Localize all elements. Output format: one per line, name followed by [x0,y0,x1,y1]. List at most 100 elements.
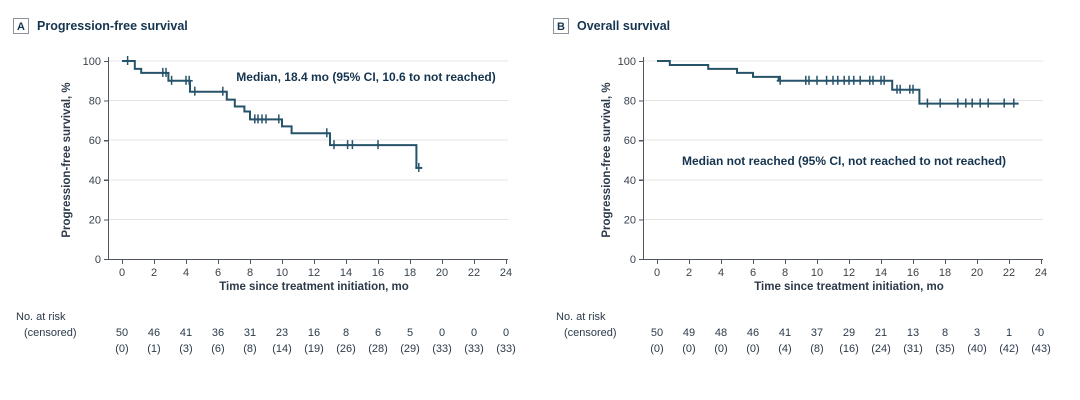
x-tick-label: 8 [782,267,788,279]
risk-censored-count: (33) [432,343,452,355]
risk-censored-count: (26) [336,343,356,355]
risk-count: 48 [714,327,728,339]
risk-censored-count: (4) [778,343,792,355]
risk-table-subheader: (censored) [564,327,617,339]
x-tick-label: 10 [811,267,823,279]
x-tick-label: 4 [718,267,724,279]
x-tick-label: 18 [404,267,416,279]
y-tick-label: 20 [624,214,636,226]
x-tick-label: 8 [247,267,253,279]
risk-censored-count: (1) [147,343,161,355]
risk-count: 23 [275,327,289,339]
km-survival-curve [657,60,1019,105]
risk-count: 8 [342,327,350,339]
x-tick-label: 12 [843,267,855,279]
x-tick-label: 20 [971,267,983,279]
risk-censored-count: (33) [464,343,484,355]
panel-b-tag: B [553,18,569,34]
risk-censored-count: (16) [839,343,859,355]
risk-count: 36 [211,327,225,339]
median-annotation-os: Median not reached (95% CI, not reached … [681,154,1007,168]
x-tick-label: 6 [215,267,221,279]
risk-count: 0 [1037,327,1045,339]
gridlines [108,60,508,220]
risk-censored-count: (0) [682,343,696,355]
y-tick-label: 20 [89,214,101,226]
x-tick-label: 14 [340,267,352,279]
risk-count: 16 [307,327,321,339]
risk-censored-count: (0) [746,343,760,355]
censor-marks [776,75,1018,108]
risk-censored-count: (3) [179,343,193,355]
risk-count: 37 [810,327,824,339]
x-tick-label: 16 [372,267,384,279]
panel-a: 0 20 40 60 80 100 0 2 4 6 8 10 12 14 16 18 20 22 24 A Prog… [13,18,516,355]
y-tick-label: 40 [89,175,101,187]
risk-censored-count: (28) [368,343,388,355]
risk-censored-count: (0) [650,343,664,355]
risk-count: 31 [243,327,257,339]
risk-censored-count: (29) [400,343,420,355]
y-tick-label: 0 [95,254,101,266]
risk-censored-count: (24) [871,343,891,355]
x-tick-label: 24 [1035,267,1047,279]
risk-censored-count: (8) [243,343,257,355]
y-tick-label: 100 [83,56,101,68]
risk-censored-count: (0) [714,343,728,355]
risk-count: 5 [406,327,414,339]
x-tick-label: 2 [686,267,692,279]
x-tick-label: 0 [119,267,125,279]
x-tick-label: 22 [1003,267,1015,279]
axes [104,57,508,264]
risk-count: 46 [746,327,760,339]
risk-count: 0 [470,327,478,339]
risk-censored-count: (40) [967,343,987,355]
y-tick-label: 60 [624,135,636,147]
risk-count: 21 [874,327,888,339]
x-tick-label: 22 [468,267,480,279]
x-tick-label: 0 [654,267,660,279]
risk-censored-count: (14) [272,343,292,355]
axes [639,57,1043,264]
x-tick-label: 6 [750,267,756,279]
risk-count: 50 [115,327,129,339]
y-tick-label: 100 [618,56,636,68]
risk-count: 0 [502,327,510,339]
x-tick-label: 24 [500,267,512,279]
y-tick-label: 40 [624,175,636,187]
x-tick-label: 14 [875,267,887,279]
risk-count: 46 [147,327,161,339]
risk-censored-count: (8) [810,343,824,355]
x-tick-label: 4 [183,267,189,279]
risk-censored-count: (42) [999,343,1019,355]
x-axis-label-pfs: Time since treatment initiation, mo [219,281,409,293]
risk-count: 50 [650,327,664,339]
risk-table-subheader: (censored) [24,327,77,339]
risk-count: 29 [842,327,856,339]
risk-count: 0 [438,327,446,339]
y-tick-label: 80 [89,96,101,108]
risk-count: 8 [941,327,949,339]
panel-b-title: Overall survival [577,19,671,33]
risk-censored-count: (6) [211,343,225,355]
risk-censored-count: (35) [935,343,955,355]
risk-count: 49 [682,327,696,339]
y-tick-label: 60 [89,135,101,147]
risk-censored-count: (43) [1031,343,1051,355]
panel-a-tag: A [13,18,29,34]
risk-count: 1 [1005,327,1013,339]
gridlines [643,60,1043,220]
risk-table-header: No. at risk [556,311,606,323]
panel-b: 0 20 40 60 80 100 0 2 4 6 8 10 12 14 16 18 20 22 24 B Over… [540,0,1080,400]
x-tick-label: 20 [436,267,448,279]
risk-censored-count: (0) [115,343,129,355]
y-axis-label-pfs: Progression-free survival, % [61,82,73,238]
risk-count: 6 [374,327,382,339]
x-axis-label-os: Time since treatment initiation, mo [754,281,944,293]
y-tick-label: 0 [630,254,636,266]
